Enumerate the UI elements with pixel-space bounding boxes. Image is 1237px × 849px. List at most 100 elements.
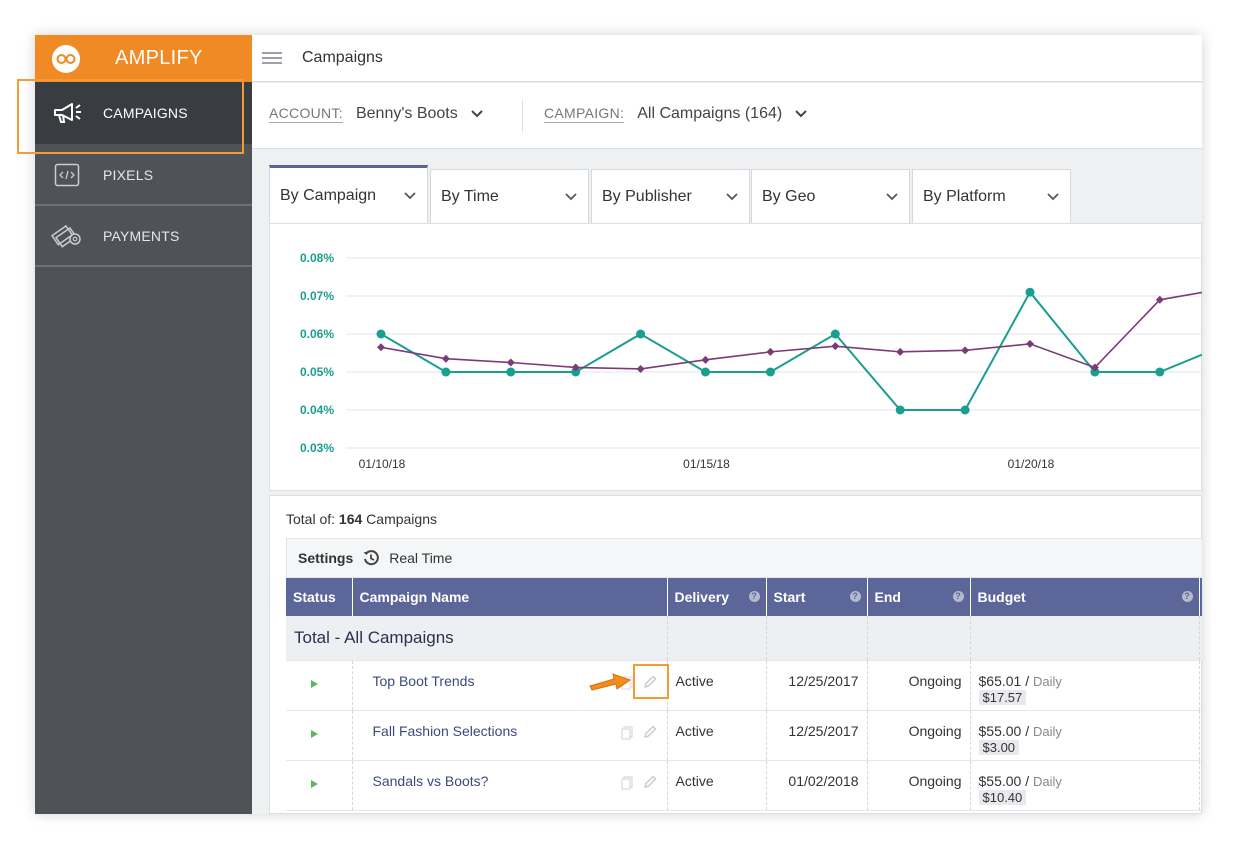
brand-header[interactable]: AMPLIFY xyxy=(35,35,252,82)
copy-icon[interactable] xyxy=(620,725,633,740)
y-tick-label: 0.07% xyxy=(300,289,334,303)
series-line xyxy=(380,290,1202,411)
x-tick-label: 01/20/18 xyxy=(1008,457,1055,471)
table-header-row: Status Campaign Name Delivery? Start? En… xyxy=(286,578,1202,616)
sidebar-item-payments[interactable]: PAYMENTS xyxy=(35,206,252,267)
filter-bar: ACCOUNT: Benny's Boots CAMPAIGN: All Cam… xyxy=(252,83,1202,149)
sidebar-item-label: CAMPAIGNS xyxy=(103,105,188,121)
realtime-label[interactable]: Real Time xyxy=(389,550,453,566)
top-bar: Campaigns xyxy=(252,35,1202,82)
data-point xyxy=(1090,363,1099,372)
column-header-delivery[interactable]: Delivery? xyxy=(667,578,767,616)
y-tick-label: 0.04% xyxy=(300,403,334,417)
total-row-label: Total - All Campaigns xyxy=(286,616,668,661)
hamburger-icon[interactable] xyxy=(262,52,282,64)
column-header-budget[interactable]: Budget? xyxy=(970,578,1200,616)
play-icon[interactable] xyxy=(311,779,318,788)
campaign-selector[interactable]: CAMPAIGN: All Campaigns (164) xyxy=(544,105,808,123)
tab-by-time[interactable]: By Time xyxy=(430,169,589,224)
campaign-name-link[interactable]: Sandals vs Boots? xyxy=(372,772,489,789)
campaign-table-panel: Total of: 164 Campaigns Settings Real Ti… xyxy=(269,495,1202,814)
data-point xyxy=(766,347,775,356)
data-point xyxy=(1155,295,1164,304)
data-point xyxy=(895,405,905,415)
line-chart: 0.08% 0.07% 0.06% 0.05% 0.04% 0.03% 01/10/18 01… xyxy=(300,251,1202,471)
table-row: Top Boot Trends Active 12/25/2017 Ongoin… xyxy=(286,660,1202,711)
data-point xyxy=(571,363,580,372)
edit-icon[interactable] xyxy=(643,675,657,689)
chevron-down-icon xyxy=(886,193,898,201)
chevron-down-icon xyxy=(726,193,738,201)
brand-name: AMPLIFY xyxy=(115,47,203,69)
data-point xyxy=(1025,287,1035,297)
x-tick-label: 01/15/18 xyxy=(683,457,730,471)
app-window: AMPLIFY CAMPAIGNS PIXELS xyxy=(35,35,1202,814)
data-point xyxy=(831,342,840,351)
campaign-value: All Campaigns (164) xyxy=(637,105,783,122)
data-point xyxy=(960,405,970,415)
settings-bar: Settings Real Time xyxy=(286,538,1202,578)
budget-spent: $10.40 xyxy=(978,789,1027,805)
table-row: Sandals vs Boots? Active 01/02/2018 Ongo… xyxy=(286,760,1202,811)
campaign-name-link[interactable]: Top Boot Trends xyxy=(372,672,475,689)
sidebar-item-pixels[interactable]: PIXELS xyxy=(35,145,252,206)
data-point xyxy=(830,329,840,339)
data-point xyxy=(896,347,905,356)
column-header-status[interactable]: Status xyxy=(286,578,353,616)
sidebar: AMPLIFY CAMPAIGNS PIXELS xyxy=(35,35,252,814)
arrow-pointer-icon xyxy=(589,673,632,691)
play-icon[interactable] xyxy=(311,729,318,738)
budget-value: $55.00 / Daily xyxy=(978,772,1062,789)
chevron-down-icon xyxy=(471,110,483,118)
tab-by-publisher[interactable]: By Publisher xyxy=(591,169,750,224)
data-point xyxy=(441,354,450,363)
help-icon[interactable]: ? xyxy=(952,591,964,602)
column-header-end[interactable]: End? xyxy=(867,578,971,616)
total-count: 164 xyxy=(338,511,363,527)
column-header-start[interactable]: Start? xyxy=(766,578,868,616)
edit-icon[interactable] xyxy=(643,725,657,739)
data-point xyxy=(571,367,581,377)
budget-value: $55.00 / Daily xyxy=(978,722,1062,739)
tab-label: By Platform xyxy=(923,188,1006,205)
campaign-name-link[interactable]: Fall Fashion Selections xyxy=(372,722,518,739)
tab-label: By Geo xyxy=(762,188,816,205)
data-point xyxy=(1090,367,1100,377)
help-icon[interactable]: ? xyxy=(849,591,861,602)
tab-label: By Publisher xyxy=(602,188,692,205)
y-tick-label: 0.03% xyxy=(300,441,334,455)
data-point xyxy=(765,367,775,377)
column-header-campaign-name[interactable]: Campaign Name xyxy=(352,578,668,616)
copy-icon[interactable] xyxy=(620,775,633,790)
end-date: Ongoing xyxy=(908,772,962,789)
series-line xyxy=(380,291,1202,370)
total-count-text: Total of: 164 Campaigns xyxy=(286,511,437,527)
edit-icon[interactable] xyxy=(643,775,657,789)
account-selector[interactable]: ACCOUNT: Benny's Boots xyxy=(269,105,484,123)
tab-by-campaign[interactable]: By Campaign xyxy=(269,165,428,224)
sidebar-item-campaigns[interactable]: CAMPAIGNS xyxy=(35,82,252,144)
play-icon[interactable] xyxy=(311,679,318,688)
megaphone-icon xyxy=(51,100,83,126)
data-point xyxy=(961,346,970,355)
chevron-down-icon xyxy=(795,110,807,118)
y-tick-label: 0.08% xyxy=(300,251,334,265)
help-icon[interactable]: ? xyxy=(1181,591,1193,602)
help-icon[interactable]: ? xyxy=(748,591,760,602)
data-point xyxy=(377,343,385,352)
tab-by-platform[interactable]: By Platform xyxy=(912,169,1071,224)
column-header-extra xyxy=(1199,578,1202,616)
tab-by-geo[interactable]: By Geo xyxy=(751,169,910,224)
start-date: 12/25/2017 xyxy=(788,722,859,739)
settings-button[interactable]: Settings xyxy=(298,550,354,566)
data-point xyxy=(636,364,645,373)
sidebar-item-label: PAYMENTS xyxy=(103,227,180,244)
budget-value: $65.01 / Daily xyxy=(978,672,1062,689)
tab-label: By Campaign xyxy=(280,187,377,204)
history-icon[interactable] xyxy=(362,549,380,567)
chevron-down-icon xyxy=(404,192,416,200)
end-date: Ongoing xyxy=(908,672,962,689)
data-point xyxy=(1155,367,1165,377)
divider xyxy=(522,99,523,133)
chevron-down-icon xyxy=(1047,193,1059,201)
